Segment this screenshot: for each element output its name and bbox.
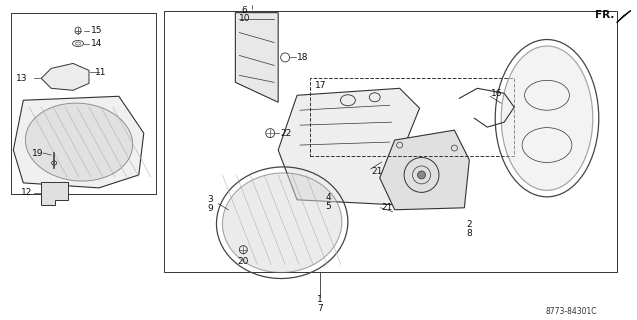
Text: 2: 2: [466, 220, 472, 229]
Text: 17: 17: [315, 81, 327, 90]
Text: 7: 7: [317, 304, 323, 313]
Polygon shape: [235, 13, 278, 102]
Text: 1: 1: [317, 295, 323, 304]
Ellipse shape: [25, 103, 132, 181]
Text: 22: 22: [280, 129, 291, 138]
Bar: [11, 13, 155, 194]
Text: 18: 18: [297, 53, 308, 62]
Ellipse shape: [501, 46, 593, 190]
Text: 5: 5: [325, 202, 331, 211]
Polygon shape: [41, 182, 68, 205]
Text: 9: 9: [208, 204, 213, 213]
Text: 3: 3: [208, 195, 213, 204]
Text: 12: 12: [20, 188, 32, 197]
Text: 15: 15: [91, 26, 103, 35]
Polygon shape: [278, 88, 420, 205]
Bar: [310, 78, 514, 156]
Text: 4: 4: [325, 193, 331, 202]
Polygon shape: [380, 130, 469, 210]
Text: 10: 10: [239, 14, 250, 23]
Text: 19: 19: [31, 148, 43, 157]
Text: 21: 21: [372, 167, 383, 176]
Text: 14: 14: [91, 39, 103, 48]
Polygon shape: [617, 11, 631, 23]
Text: 16: 16: [491, 89, 503, 98]
Text: 8: 8: [466, 229, 472, 238]
Polygon shape: [41, 63, 89, 90]
Polygon shape: [13, 96, 144, 188]
Ellipse shape: [222, 173, 342, 273]
Text: 21: 21: [382, 203, 393, 212]
Text: 13: 13: [15, 74, 27, 83]
Text: FR.: FR.: [595, 10, 614, 20]
Text: 11: 11: [95, 68, 107, 77]
Text: 20: 20: [238, 257, 249, 266]
Text: 6: 6: [241, 6, 247, 15]
Text: 8773-84301C: 8773-84301C: [545, 307, 597, 316]
Ellipse shape: [418, 171, 426, 179]
